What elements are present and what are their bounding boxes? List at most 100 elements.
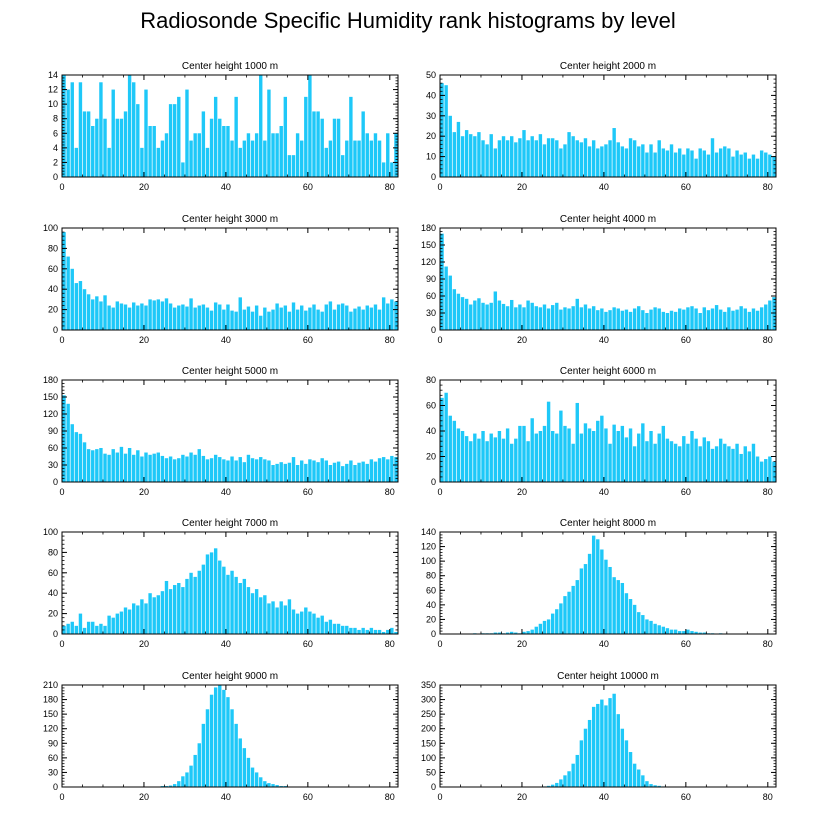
panel-1-bar — [168, 104, 173, 177]
panel-10-bar — [620, 728, 625, 787]
panel-4-bar — [706, 310, 711, 330]
panel-8-bar — [559, 603, 563, 634]
panel-3-bar — [287, 311, 292, 330]
panel-6-bar — [526, 441, 530, 482]
panel-1-bar — [164, 133, 169, 177]
panel-4-bar — [571, 306, 575, 330]
panel-2-bar — [477, 132, 481, 177]
panel-2-x-tick-label: 0 — [437, 182, 442, 192]
panel-8-bar — [686, 629, 690, 634]
panel-2-bar — [522, 130, 526, 177]
panel-2-bar — [448, 115, 452, 177]
panel-5-bar — [70, 424, 74, 482]
panel-8-bar — [563, 596, 567, 634]
panel-2-bar — [702, 150, 706, 177]
panel-3-bar — [259, 315, 263, 330]
panel-1-bar — [156, 147, 160, 177]
panel-8-bar — [514, 632, 518, 634]
panel-3-x-tick-label: 40 — [221, 335, 231, 345]
panel-1-bar — [177, 96, 181, 177]
panel-2-bar — [440, 83, 444, 177]
panel-5-bar — [164, 458, 169, 482]
panel-10-bar — [571, 763, 575, 787]
panel-9-bar — [181, 776, 185, 787]
panel-4-bar — [682, 309, 686, 330]
panel-9-title: Center height 9000 m — [182, 671, 278, 682]
panel-7-bar — [222, 566, 226, 634]
panel-8-bar — [678, 631, 682, 634]
panel-2-bar — [698, 148, 702, 177]
panel-2-bar — [759, 150, 764, 177]
panel-2-bar — [678, 148, 682, 177]
panel-5-bar — [148, 454, 152, 482]
panel-3-bar — [304, 310, 308, 330]
panel-6-bar — [768, 456, 772, 482]
panel-5-bar — [295, 465, 300, 482]
panel-4-bar — [772, 297, 776, 330]
panel-7-bar — [340, 625, 345, 634]
panel-4-bar — [714, 305, 719, 330]
panel-1-bar — [82, 111, 87, 177]
panel-1-bar — [152, 126, 156, 177]
panel-1-bar — [271, 133, 275, 177]
panel-2-bar — [510, 136, 514, 177]
panel-9-bar — [250, 767, 255, 787]
panel-8-y-tick-label: 0 — [431, 629, 436, 639]
panel-1-y-tick-label: 12 — [48, 85, 58, 95]
panel-2-bar — [632, 140, 637, 177]
panel-6-bar — [739, 453, 743, 482]
panel-5-bar — [156, 452, 160, 482]
panel-9-x-tick-label: 40 — [221, 792, 231, 802]
panel-10-bar — [583, 728, 588, 787]
panel-4-bar — [575, 298, 579, 330]
panel-9-bar — [185, 772, 189, 787]
panel-7-bar — [373, 629, 378, 634]
panel-6-bar — [690, 431, 694, 482]
panel-5-bar — [332, 462, 337, 482]
panel-4-bar — [542, 304, 547, 330]
panel-6-bar — [759, 461, 764, 482]
panel-9-x-tick-label: 0 — [59, 792, 64, 802]
panel-8-bar — [534, 626, 538, 634]
panel-4-bar — [723, 311, 727, 330]
panel-8-bar — [616, 580, 620, 634]
panel-7-bar — [275, 607, 279, 634]
panel-2-bar — [452, 132, 457, 177]
panel-1-bar — [263, 140, 267, 177]
panel-10-y-tick-label: 150 — [421, 738, 436, 748]
panel-3-bar — [267, 311, 271, 330]
panel-8-bar — [505, 632, 510, 634]
panel-6-y-tick-label: 20 — [426, 452, 436, 462]
panel-5-bar — [381, 457, 386, 482]
panel-1-bar — [91, 126, 95, 177]
panel-3-bar — [275, 303, 279, 330]
panel-4-x-tick-label: 80 — [763, 335, 773, 345]
panel-1-bar — [209, 118, 214, 177]
panel-1-bar — [66, 89, 70, 177]
panel-3-x-tick-label: 0 — [59, 335, 64, 345]
panel-9-bar — [226, 697, 230, 787]
panel-8-frame — [439, 531, 777, 635]
panel-5-bar — [324, 460, 328, 482]
panel-2-bar — [526, 140, 530, 177]
panel-6-bar — [522, 425, 526, 482]
panel-5-y-tick-label: 180 — [43, 375, 58, 385]
panel-1-bar — [304, 96, 308, 177]
panel-3-bar — [148, 299, 152, 330]
panel-3-bar — [218, 304, 222, 330]
panel-3-bar — [336, 304, 341, 330]
panel-3-bar — [172, 307, 177, 330]
panel-1-x-tick-label: 0 — [59, 182, 64, 192]
panel-5-y-tick-label: 90 — [48, 426, 58, 436]
panel-7-x-tick-label: 20 — [139, 639, 149, 649]
panel-1-bar — [205, 147, 210, 177]
panel-8-y-tick-label: 40 — [426, 600, 436, 610]
panel-2-y-tick-label: 20 — [426, 131, 436, 141]
panel-5-bar — [160, 455, 165, 482]
panel-7-bar — [132, 603, 136, 634]
panel-6-bar — [682, 436, 686, 482]
panel-8-x-tick-label: 20 — [517, 639, 527, 649]
panel-1-title: Center height 1000 m — [182, 61, 278, 72]
panel-1-bar — [287, 155, 292, 177]
panel-4-bar — [690, 306, 694, 330]
